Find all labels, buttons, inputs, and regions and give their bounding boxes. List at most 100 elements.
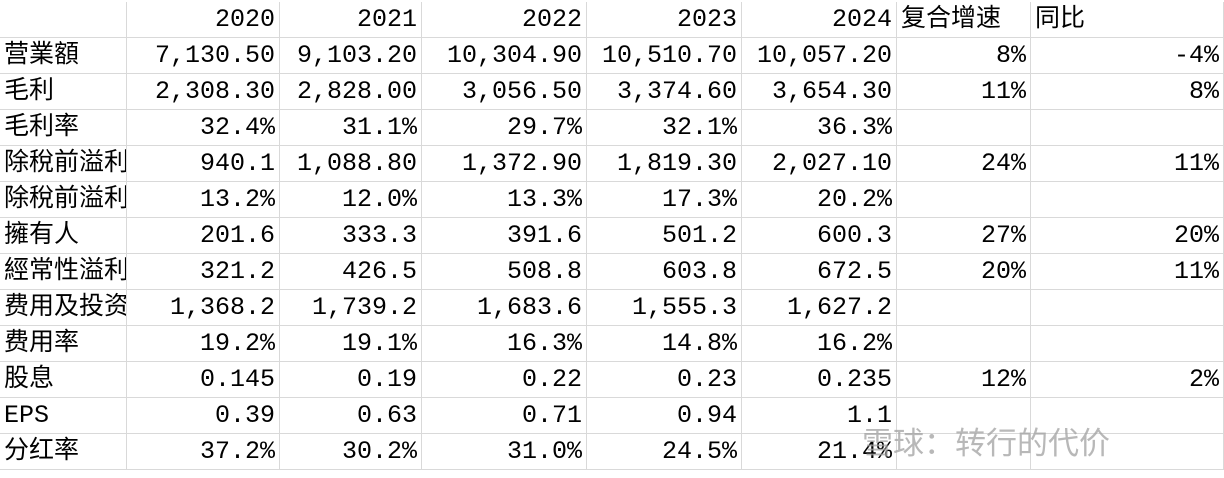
cell: -4% bbox=[1031, 38, 1224, 74]
cell: 21.4% bbox=[742, 434, 897, 470]
cell: 27% bbox=[897, 218, 1031, 254]
cell: 19.2% bbox=[127, 326, 280, 362]
cell: 19.1% bbox=[280, 326, 422, 362]
cell: 426.5 bbox=[280, 254, 422, 290]
cell: 672.5 bbox=[742, 254, 897, 290]
cell: 12% bbox=[897, 362, 1031, 398]
cell: 11% bbox=[897, 74, 1031, 110]
header-cell bbox=[0, 2, 127, 38]
header-cell: 2024 bbox=[742, 2, 897, 38]
cell bbox=[897, 398, 1031, 434]
cell: 24.5% bbox=[587, 434, 742, 470]
cell: 0.39 bbox=[127, 398, 280, 434]
cell: 600.3 bbox=[742, 218, 897, 254]
cell: 0.63 bbox=[280, 398, 422, 434]
cell: 321.2 bbox=[127, 254, 280, 290]
cell: 17.3% bbox=[587, 182, 742, 218]
cell: 37.2% bbox=[127, 434, 280, 470]
cell bbox=[897, 182, 1031, 218]
cell: 0.235 bbox=[742, 362, 897, 398]
cell: 1,627.2 bbox=[742, 290, 897, 326]
cell bbox=[1031, 326, 1224, 362]
cell: 31.1% bbox=[280, 110, 422, 146]
cell: 1,368.2 bbox=[127, 290, 280, 326]
cell: 0.23 bbox=[587, 362, 742, 398]
row-label: 毛利 bbox=[0, 74, 127, 110]
cell: 8% bbox=[1031, 74, 1224, 110]
header-cell: 2020 bbox=[127, 2, 280, 38]
row-label: 除稅前溢利率 bbox=[0, 182, 127, 218]
cell: 0.22 bbox=[422, 362, 587, 398]
cell: 501.2 bbox=[587, 218, 742, 254]
cell: 14.8% bbox=[587, 326, 742, 362]
header-cell: 2022 bbox=[422, 2, 587, 38]
cell: 11% bbox=[1031, 254, 1224, 290]
cell: 29.7% bbox=[422, 110, 587, 146]
cell: 1,683.6 bbox=[422, 290, 587, 326]
row-label: 經常性溢利 bbox=[0, 254, 127, 290]
cell: 3,056.50 bbox=[422, 74, 587, 110]
cell: 8% bbox=[897, 38, 1031, 74]
cell: 3,374.60 bbox=[587, 74, 742, 110]
row-label: 股息 bbox=[0, 362, 127, 398]
cell: 9,103.20 bbox=[280, 38, 422, 74]
row-label: 费用率 bbox=[0, 326, 127, 362]
cell: 36.3% bbox=[742, 110, 897, 146]
header-cell: 同比 bbox=[1031, 2, 1224, 38]
cell: 2,308.30 bbox=[127, 74, 280, 110]
cell bbox=[1031, 290, 1224, 326]
cell: 0.94 bbox=[587, 398, 742, 434]
cell: 603.8 bbox=[587, 254, 742, 290]
cell: 1,739.2 bbox=[280, 290, 422, 326]
cell: 1,372.90 bbox=[422, 146, 587, 182]
header-cell: 复合增速 bbox=[897, 2, 1031, 38]
header-cell: 2021 bbox=[280, 2, 422, 38]
cell: 1,088.80 bbox=[280, 146, 422, 182]
cell bbox=[897, 434, 1031, 470]
row-label: 营業額 bbox=[0, 38, 127, 74]
cell: 10,510.70 bbox=[587, 38, 742, 74]
row-label: 费用及投资 bbox=[0, 290, 127, 326]
cell: 2,828.00 bbox=[280, 74, 422, 110]
cell bbox=[1031, 182, 1224, 218]
cell: 1.1 bbox=[742, 398, 897, 434]
row-label: 分红率 bbox=[0, 434, 127, 470]
cell bbox=[897, 110, 1031, 146]
cell: 1,819.30 bbox=[587, 146, 742, 182]
cell: 3,654.30 bbox=[742, 74, 897, 110]
cell bbox=[897, 290, 1031, 326]
row-label: EPS bbox=[0, 398, 127, 434]
cell: 1,555.3 bbox=[587, 290, 742, 326]
cell: 20.2% bbox=[742, 182, 897, 218]
cell: 31.0% bbox=[422, 434, 587, 470]
cell bbox=[897, 326, 1031, 362]
cell: 508.8 bbox=[422, 254, 587, 290]
cell: 391.6 bbox=[422, 218, 587, 254]
cell: 2,027.10 bbox=[742, 146, 897, 182]
cell: 32.1% bbox=[587, 110, 742, 146]
cell: 10,057.20 bbox=[742, 38, 897, 74]
watermark: 雪球：转行的代价 bbox=[862, 426, 1110, 462]
cell: 2% bbox=[1031, 362, 1224, 398]
cell: 30.2% bbox=[280, 434, 422, 470]
cell: 0.71 bbox=[422, 398, 587, 434]
cell: 7,130.50 bbox=[127, 38, 280, 74]
cell: 20% bbox=[1031, 218, 1224, 254]
cell: 12.0% bbox=[280, 182, 422, 218]
row-label: 擁有人 bbox=[0, 218, 127, 254]
cell: 11% bbox=[1031, 146, 1224, 182]
cell: 24% bbox=[897, 146, 1031, 182]
cell: 0.19 bbox=[280, 362, 422, 398]
cell: 10,304.90 bbox=[422, 38, 587, 74]
cell: 16.3% bbox=[422, 326, 587, 362]
cell: 333.3 bbox=[280, 218, 422, 254]
cell bbox=[1031, 110, 1224, 146]
cell: 13.2% bbox=[127, 182, 280, 218]
cell: 0.145 bbox=[127, 362, 280, 398]
header-cell: 2023 bbox=[587, 2, 742, 38]
row-label: 除稅前溢利 bbox=[0, 146, 127, 182]
cell: 201.6 bbox=[127, 218, 280, 254]
cell: 20% bbox=[897, 254, 1031, 290]
cell: 13.3% bbox=[422, 182, 587, 218]
